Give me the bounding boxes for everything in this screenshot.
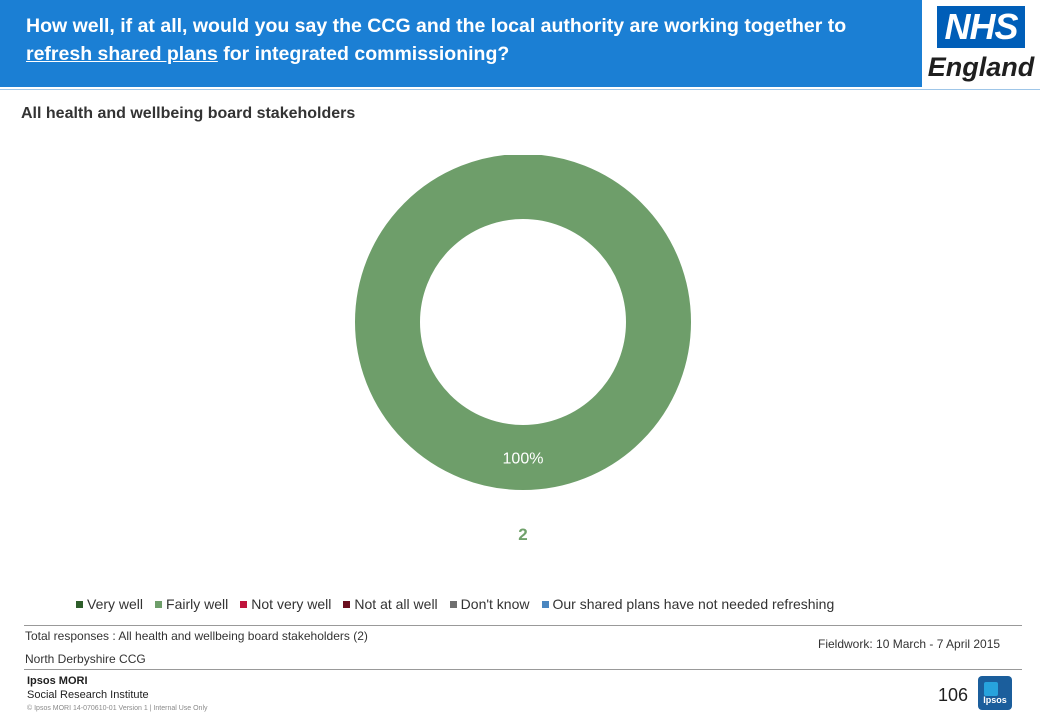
ipsos-logo-highlight — [984, 682, 998, 696]
header-divider — [0, 89, 1040, 90]
legend-label: Very well — [87, 596, 144, 612]
question-header: How well, if at all, would you say the C… — [0, 0, 922, 87]
legend-swatch — [343, 600, 351, 608]
legend-item-don-t-know: Don't know — [449, 596, 530, 612]
ipsos-mori-name: Ipsos MORI — [27, 675, 88, 687]
nhs-logo-mark: NHS — [937, 6, 1025, 48]
legend-label: Not at all well — [354, 596, 438, 612]
chart-subtitle: All health and wellbeing board stakehold… — [21, 105, 356, 122]
donut-slice-fairly-well-label: 100% — [503, 451, 544, 468]
legend-swatch — [76, 600, 83, 608]
copyright-note: © Ipsos MORI 14-070610-01 Version 1 | In… — [27, 705, 208, 712]
legend-item-very-well: Very well — [76, 596, 143, 612]
fieldwork-dates: Fieldwork: 10 March - 7 April 2015 — [818, 637, 1001, 651]
footer-divider-bottom — [24, 669, 1022, 670]
footer-divider-top — [24, 625, 1022, 626]
total-responses-note: Total responses : All health and wellbei… — [25, 629, 368, 643]
donut-chart: 100% — [355, 155, 691, 490]
legend-label: Our shared plans have not needed refresh… — [552, 596, 835, 612]
legend-swatch — [449, 600, 457, 608]
question-title: How well, if at all, would you say the C… — [26, 12, 916, 68]
legend-item-our-shared-plans-have-not-needed-refreshing: Our shared plans have not needed refresh… — [541, 596, 835, 612]
legend-item-not-at-all-well: Not at all well — [343, 596, 438, 612]
ipsos-logo-text: Ipsos — [983, 695, 1007, 705]
donut-slice-fairly-well — [355, 155, 691, 490]
nhs-england-logo: NHS England — [927, 5, 1035, 85]
question-text-underlined: refresh shared plans — [26, 43, 218, 65]
legend-label: Not very well — [251, 596, 332, 612]
ipsos-mori-subtitle: Social Research Institute — [27, 689, 149, 701]
base-size-label: 2 — [518, 525, 528, 544]
legend-label: Don't know — [460, 596, 530, 612]
legend-item-fairly-well: Fairly well — [155, 596, 228, 612]
question-text-start: How well, if at all, would you say the C… — [26, 15, 847, 37]
legend-item-not-very-well: Not very well — [240, 596, 331, 612]
ccg-name: North Derbyshire CCG — [25, 652, 146, 666]
legend-swatch — [541, 600, 549, 608]
page-number: 106 — [938, 685, 969, 705]
legend-swatch — [155, 600, 163, 608]
legend-label: Fairly well — [166, 596, 229, 612]
ipsos-logo: Ipsos — [978, 676, 1012, 710]
question-text-end: for integrated commissioning? — [217, 43, 510, 65]
chart-legend: Very well Fairly well Not very well Not at … — [76, 596, 846, 612]
england-logo-text: England — [927, 52, 1035, 82]
legend-swatch — [240, 600, 248, 608]
